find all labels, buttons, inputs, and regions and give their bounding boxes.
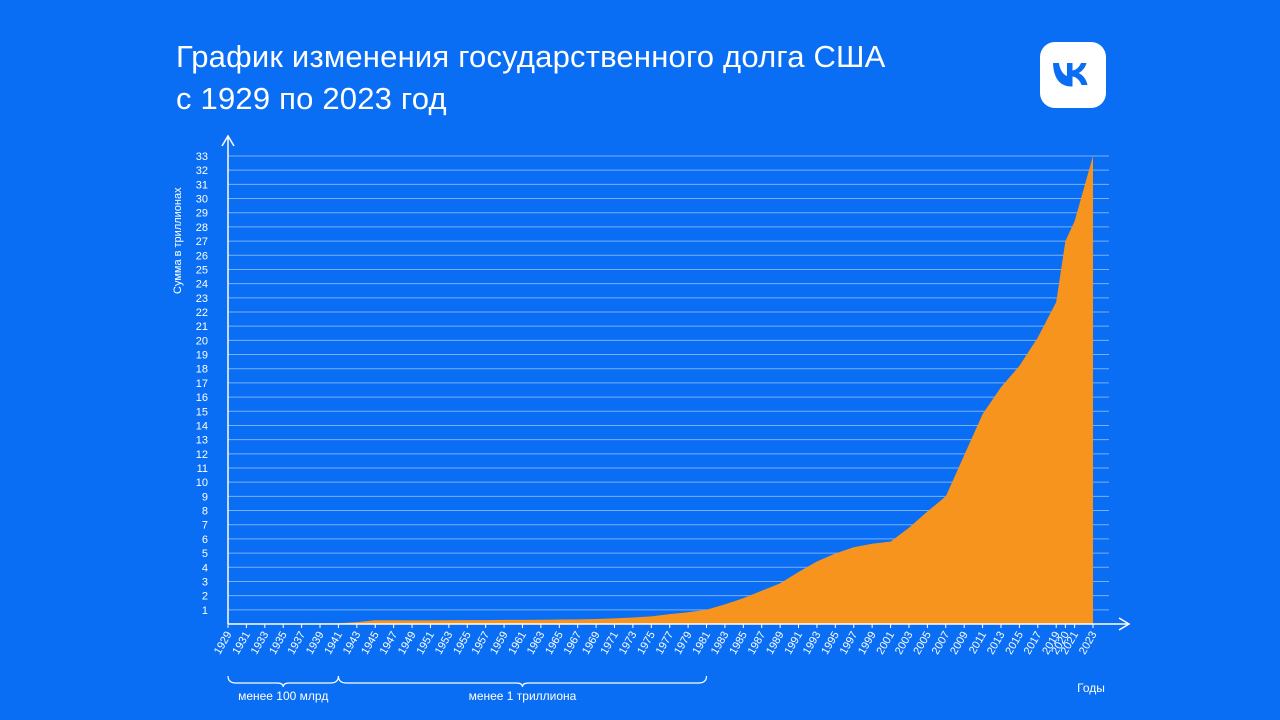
x-tick-label: 1953 xyxy=(433,630,456,657)
y-tick-label: 27 xyxy=(196,236,208,248)
y-tick-label: 4 xyxy=(202,562,208,574)
x-tick-label: 1965 xyxy=(543,630,566,657)
x-tick-label: 2023 xyxy=(1077,630,1100,657)
y-tick-label: 25 xyxy=(196,264,208,276)
x-tick-label: 1939 xyxy=(304,630,327,657)
y-tick-label: 13 xyxy=(196,435,208,447)
y-tick-label: 31 xyxy=(196,179,208,191)
x-tick-label: 2017 xyxy=(1022,630,1045,657)
y-tick-label: 10 xyxy=(196,477,208,489)
x-tick-label: 1937 xyxy=(286,630,309,657)
y-tick-label: 12 xyxy=(196,449,208,461)
x-tick-label: 1963 xyxy=(525,630,548,657)
x-tick-label: 2005 xyxy=(911,630,934,657)
x-tick-label: 1981 xyxy=(690,630,713,657)
y-tick-label: 22 xyxy=(196,307,208,319)
title-line-1: График изменения государственного долга … xyxy=(176,39,886,74)
y-tick-label: 28 xyxy=(196,222,208,234)
y-tick-label: 2 xyxy=(202,591,208,603)
x-tick-label: 1943 xyxy=(341,630,364,657)
range-bracket-label: менее 1 триллиона xyxy=(469,689,577,703)
x-tick-label: 1983 xyxy=(709,630,732,657)
y-tick-label: 3 xyxy=(202,576,208,588)
x-axis-label: Годы xyxy=(1077,681,1105,695)
x-tick-label: 2001 xyxy=(875,630,898,657)
x-tick-label: 1969 xyxy=(580,630,603,657)
y-tick-label: 21 xyxy=(196,321,208,333)
x-tick-label: 1957 xyxy=(470,630,493,657)
x-tick-label: 1977 xyxy=(654,630,677,657)
x-tick-label: 1997 xyxy=(838,630,861,657)
x-tick-label: 1975 xyxy=(635,630,658,657)
x-tick-label: 2009 xyxy=(948,630,971,657)
range-bracket xyxy=(337,675,708,688)
x-tick-label: 1945 xyxy=(359,630,382,657)
x-tick-label: 1961 xyxy=(506,630,529,657)
x-tick-label: 1929 xyxy=(212,630,235,657)
x-tick-label: 1951 xyxy=(414,630,437,657)
title-line-2: с 1929 по 2023 год xyxy=(176,81,447,116)
x-tick-label: 1967 xyxy=(562,630,585,657)
y-tick-label: 7 xyxy=(202,520,208,532)
x-tick-label: 1993 xyxy=(801,630,824,657)
y-tick-label: 8 xyxy=(202,506,208,518)
y-tick-label: 32 xyxy=(196,165,208,177)
y-tick-label: 11 xyxy=(197,463,208,475)
y-axis-label: Сумма в триллионах xyxy=(172,187,184,294)
x-tick-label: 1991 xyxy=(782,630,805,657)
page-title: График изменения государственного долга … xyxy=(176,36,886,120)
y-tick-label: 9 xyxy=(202,491,208,503)
x-tick-label: 1973 xyxy=(617,630,640,657)
x-tick-label: 1955 xyxy=(451,630,474,657)
y-tick-label: 14 xyxy=(196,420,208,432)
y-tick-label: 20 xyxy=(196,335,208,347)
range-bracket-label: менее 100 млрд xyxy=(238,689,328,703)
x-tick-label: 2015 xyxy=(1003,630,1026,657)
x-tick-label: 2013 xyxy=(985,630,1008,657)
x-tick-label: 2003 xyxy=(893,630,916,657)
y-tick-label: 19 xyxy=(196,350,208,362)
y-tick-labels: 1234567891011121314151617181920212223242… xyxy=(196,151,208,617)
x-tick-label: 2007 xyxy=(930,630,953,657)
vk-logo-glyph xyxy=(1053,63,1088,87)
vk-logo-icon xyxy=(1040,42,1106,108)
x-tick-label: 1949 xyxy=(396,630,419,657)
x-tick-label: 1995 xyxy=(819,630,842,657)
y-tick-label: 29 xyxy=(196,208,208,220)
y-tick-label: 17 xyxy=(196,378,208,390)
y-tick-label: 24 xyxy=(196,279,208,291)
x-tick-labels: 1929193119331935193719391941194319451947… xyxy=(212,624,1100,657)
range-bracket xyxy=(227,675,340,688)
x-tick-label: 1987 xyxy=(746,630,769,657)
y-tick-label: 18 xyxy=(196,364,208,376)
x-axis-arrow xyxy=(1118,617,1131,631)
x-tick-label: 1971 xyxy=(598,630,621,657)
x-tick-label: 1979 xyxy=(672,630,695,657)
y-tick-label: 5 xyxy=(202,548,208,560)
x-tick-label: 1933 xyxy=(249,630,272,657)
axes xyxy=(221,134,1131,631)
y-tick-label: 23 xyxy=(196,293,208,305)
range-brackets: менее 100 млрд менее 1 триллиона xyxy=(227,675,708,703)
y-tick-label: 33 xyxy=(196,151,208,163)
x-tick-label: 1941 xyxy=(322,630,345,657)
y-tick-label: 6 xyxy=(202,534,208,546)
x-tick-label: 1985 xyxy=(727,630,750,657)
x-tick-label: 1989 xyxy=(764,630,787,657)
debt-area xyxy=(228,156,1093,624)
y-axis-arrow xyxy=(221,134,235,147)
y-tick-label: 26 xyxy=(196,250,208,262)
x-tick-label: 1931 xyxy=(230,630,253,657)
y-tick-label: 15 xyxy=(196,406,208,418)
x-tick-label: 1935 xyxy=(267,630,290,657)
y-tick-label: 1 xyxy=(202,605,208,617)
y-tick-label: 16 xyxy=(196,392,208,404)
y-tick-label: 30 xyxy=(196,194,208,206)
x-tick-label: 1999 xyxy=(856,630,879,657)
x-tick-label: 1959 xyxy=(488,630,511,657)
x-tick-label: 1947 xyxy=(378,630,401,657)
